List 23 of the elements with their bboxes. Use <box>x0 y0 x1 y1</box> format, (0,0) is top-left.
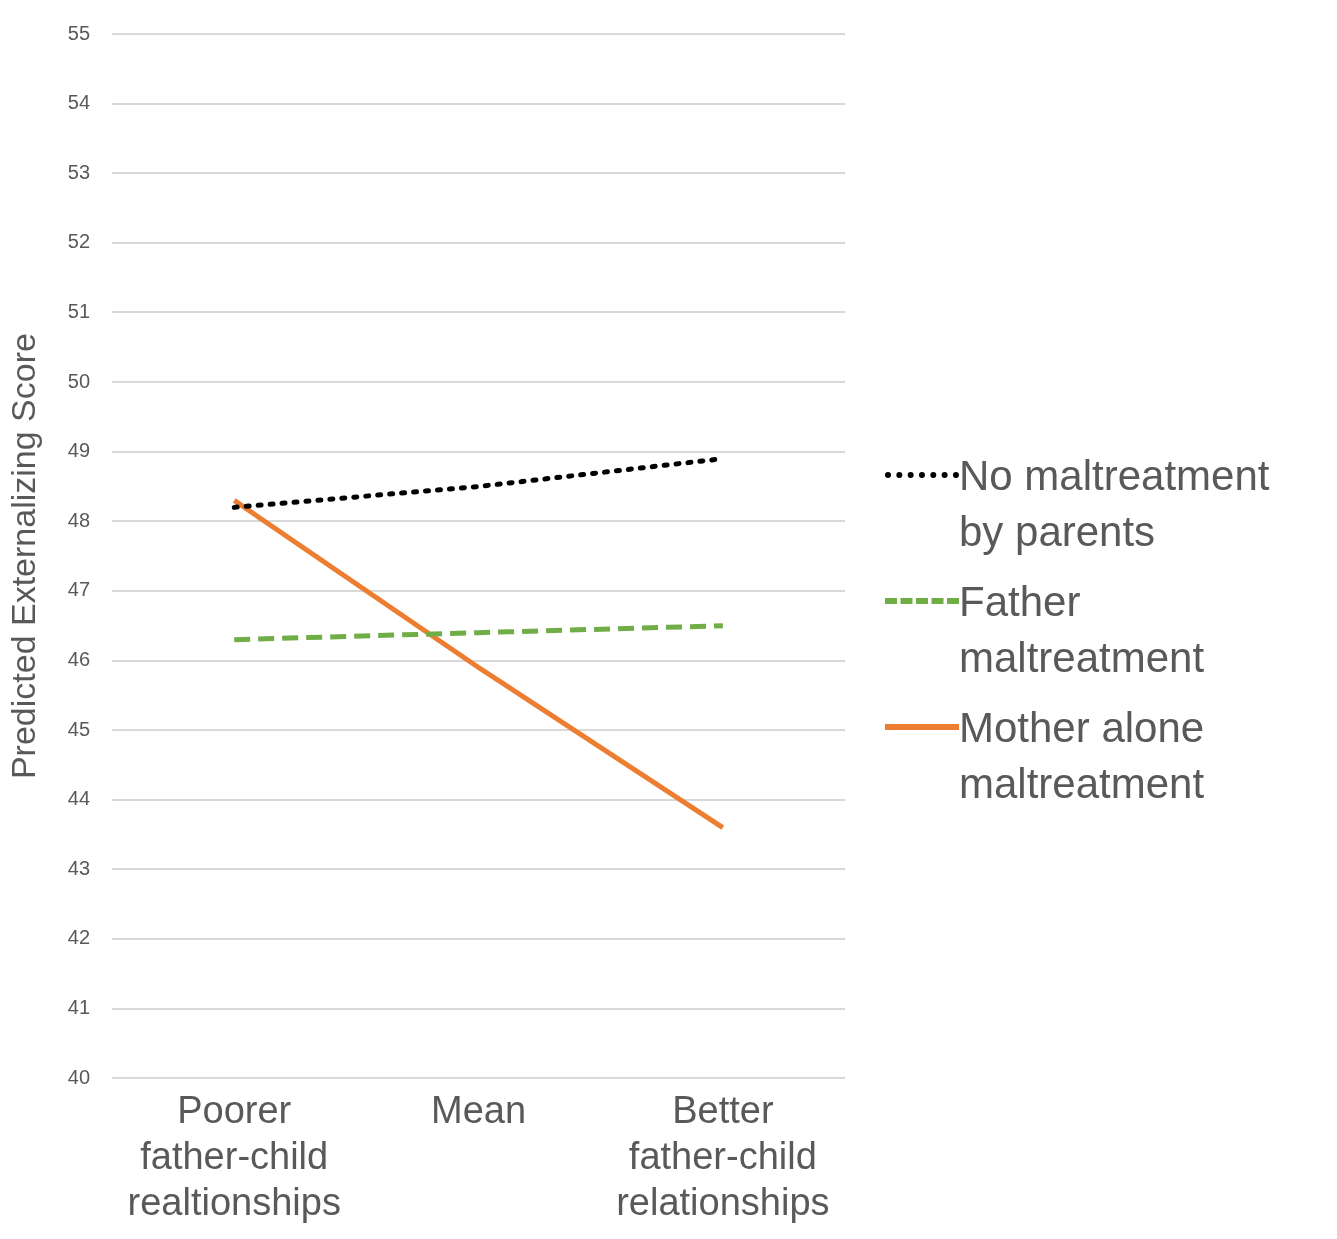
legend-label: Mother alone maltreatment <box>959 703 1206 809</box>
y-tick-label: 47 <box>67 578 91 601</box>
y-tick-label: 53 <box>67 160 91 183</box>
y-tick-label: 50 <box>67 369 91 392</box>
y-tick-label: 49 <box>67 439 91 462</box>
y-tick-label: 44 <box>67 787 91 810</box>
y-tick-label: 41 <box>67 996 91 1019</box>
y-tick-label: 55 <box>67 21 91 44</box>
y-tick-label: 52 <box>67 230 91 253</box>
y-tick-label: 45 <box>67 717 91 740</box>
y-tick-label: 51 <box>67 299 91 322</box>
y-tick-label: 40 <box>67 1065 91 1088</box>
legend-label: Father maltreatment <box>959 577 1206 683</box>
x-tick-label: Poorer father-child realtionships <box>127 1089 341 1223</box>
x-tick-label: Better father-child relationships <box>616 1089 830 1223</box>
y-tick-label: 54 <box>67 91 91 114</box>
legend-label: No maltreatment by parents <box>959 451 1271 557</box>
y-tick-label: 42 <box>67 926 91 949</box>
y-axis-title: Predicted Externalizing Score <box>3 333 42 780</box>
y-tick-label: 46 <box>67 648 91 671</box>
x-tick-label: Mean <box>430 1089 527 1132</box>
y-tick-label: 48 <box>67 508 91 531</box>
y-tick-label: 43 <box>67 856 91 879</box>
